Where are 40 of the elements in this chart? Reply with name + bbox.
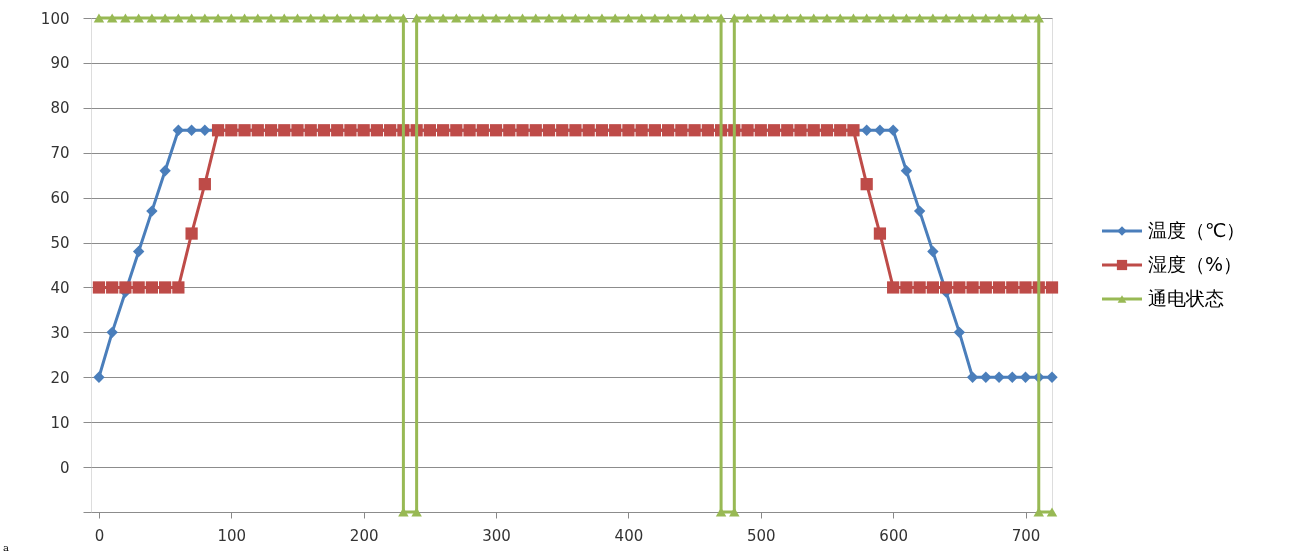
y-tick-label: 80 [50, 99, 70, 118]
x-tick-label: 500 [746, 526, 776, 545]
legend-label: 通电状态 [1148, 287, 1224, 309]
point [106, 326, 118, 339]
point [927, 245, 939, 258]
point [953, 326, 966, 339]
point [1006, 371, 1018, 383]
y-tick-label: 90 [50, 54, 70, 73]
y-tick-label: 50 [50, 234, 70, 253]
legend-label: 湿度（%） [1148, 253, 1243, 275]
point [146, 205, 158, 217]
point [159, 164, 171, 177]
point [966, 371, 979, 383]
point [913, 205, 926, 217]
y-tick-label: 10 [50, 413, 70, 432]
y-tick-label: 70 [50, 144, 70, 163]
y-tick-label: 20 [50, 368, 70, 387]
text: a [3, 542, 9, 553]
x-tick-label: 100 [217, 526, 247, 545]
point [132, 245, 145, 258]
x-tick-label: 400 [614, 526, 644, 545]
x-tick-label: 300 [482, 526, 511, 545]
point [980, 371, 992, 383]
point [900, 164, 913, 177]
x-tick-label: 600 [879, 526, 908, 545]
x-tick-label: 200 [349, 526, 379, 545]
legend-label: 温度（℃） [1148, 219, 1246, 241]
x-tick-label: 0 [94, 526, 105, 545]
x-tick-label: 700 [1011, 526, 1041, 545]
y-tick-label: 40 [50, 278, 70, 297]
y-tick-label: 100 [40, 9, 70, 28]
y-tick-label: 30 [50, 323, 70, 342]
y-tick-label: 60 [50, 189, 70, 208]
point [199, 124, 211, 136]
point [93, 371, 105, 383]
point [887, 124, 899, 136]
point [993, 371, 1005, 383]
y-tick-label: 0 [59, 458, 70, 477]
point [1046, 371, 1058, 383]
point [874, 124, 886, 136]
